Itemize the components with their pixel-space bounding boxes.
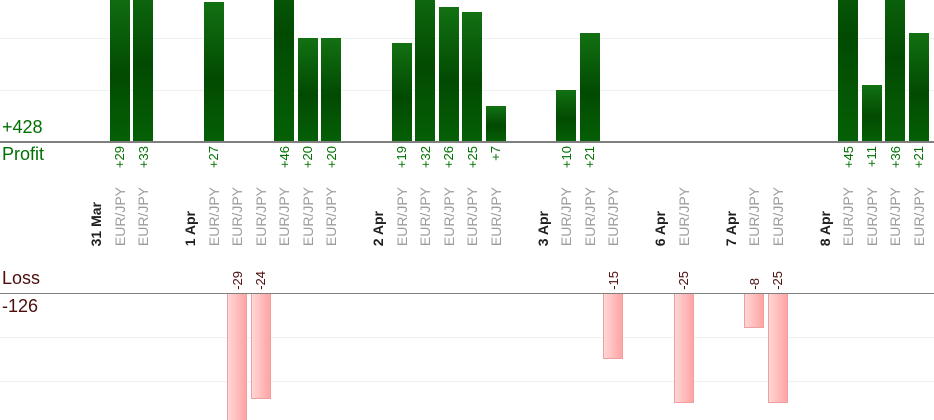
profit-bar <box>321 38 341 142</box>
pair-label: EUR/JPY <box>252 186 269 246</box>
profit-value-label: +21 <box>582 146 597 169</box>
profit-value-label: +7 <box>488 146 503 161</box>
date-label: 8 Apr <box>816 210 833 246</box>
loss-chart-area <box>0 294 934 420</box>
profit-value-label: +46 <box>276 146 292 169</box>
pair-label: EUR/JPY <box>205 186 222 246</box>
date-label: 7 Apr <box>722 210 739 246</box>
date-label: 2 Apr <box>370 210 386 246</box>
profit-bar <box>391 43 412 142</box>
loss-bar <box>744 294 764 329</box>
profit-bar <box>885 0 905 142</box>
pair-label: EUR/JPY <box>675 186 692 246</box>
profit-value-label: +25 <box>464 146 480 169</box>
profit-bar <box>109 0 130 142</box>
loss-value-label: -29 <box>229 271 245 290</box>
pair-label: EUR/JPY <box>111 186 128 246</box>
pair-label: EUR/JPY <box>558 186 574 246</box>
pair-label: EUR/JPY <box>840 186 856 246</box>
pair-label: EUR/JPY <box>581 186 598 246</box>
loss-total: -126 <box>2 296 39 316</box>
profit-value-label: +19 <box>394 146 409 169</box>
profit-value-label: +45 <box>840 146 856 169</box>
loss-bar <box>767 294 788 403</box>
profit-bar <box>861 84 882 142</box>
loss-gridline <box>0 337 934 338</box>
pair-label: EUR/JPY <box>487 186 504 246</box>
pair-label: EUR/JPY <box>417 186 433 246</box>
pair-label: EUR/JPY <box>863 186 880 246</box>
loss-value-label: -24 <box>253 271 268 290</box>
pair-label: EUR/JPY <box>440 186 457 246</box>
profit-chart-area <box>0 0 934 142</box>
loss-bar <box>673 294 694 403</box>
loss-gridline <box>0 381 934 382</box>
pair-label: EUR/JPY <box>887 186 903 246</box>
pair-label: EUR/JPY <box>299 186 316 246</box>
loss-bar <box>227 294 247 420</box>
loss-axis-title: Loss <box>2 268 41 288</box>
profit-value-label: +33 <box>135 146 151 169</box>
pair-label: EUR/JPY <box>135 186 151 246</box>
pair-label: EUR/JPY <box>229 186 245 246</box>
date-label: 6 Apr <box>652 210 668 246</box>
loss-bar <box>603 294 623 359</box>
loss-bar <box>250 294 271 399</box>
profit-axis-line <box>0 141 934 143</box>
loss-value-label: -8 <box>746 278 762 290</box>
profit-bar <box>838 0 858 142</box>
date-label: 3 Apr <box>534 210 551 246</box>
pair-label: EUR/JPY <box>746 186 762 246</box>
profit-value-label: +21 <box>911 146 926 169</box>
profit-bar <box>462 12 482 142</box>
profit-bar <box>908 32 929 142</box>
pair-label: EUR/JPY <box>910 186 927 246</box>
profit-bar <box>579 32 600 142</box>
profit-value-label: +10 <box>558 146 574 169</box>
profit-axis-title: Profit <box>2 144 45 164</box>
profit-bar <box>297 38 318 142</box>
loss-value-label: -15 <box>605 271 621 290</box>
pair-label: EUR/JPY <box>323 186 339 246</box>
profit-bar <box>203 1 224 142</box>
profit-value-label: +20 <box>300 146 315 169</box>
loss-axis-line <box>0 292 934 294</box>
loss-value-label: -25 <box>770 271 785 290</box>
profit-total: +428 <box>2 117 43 137</box>
profit-bar <box>415 0 435 142</box>
date-label: 1 Apr <box>182 210 198 246</box>
profit-value-label: +20 <box>323 146 339 169</box>
profit-value-label: +29 <box>112 146 127 169</box>
profit-value-label: +32 <box>417 146 433 169</box>
pair-label: EUR/JPY <box>769 186 786 246</box>
loss-value-label: -25 <box>676 271 691 290</box>
pair-label: EUR/JPY <box>464 186 480 246</box>
date-label: 31 Mar <box>88 201 104 246</box>
profit-value-label: +36 <box>887 146 903 169</box>
profit-bar <box>556 90 576 142</box>
profit-bar <box>485 105 506 142</box>
pair-label: EUR/JPY <box>276 186 292 246</box>
profit-bar <box>274 0 294 142</box>
profit-value-label: +27 <box>206 146 221 169</box>
pair-label: EUR/JPY <box>393 186 410 246</box>
profit-value-label: +26 <box>441 146 456 169</box>
profit-bar <box>438 6 459 142</box>
pair-label: EUR/JPY <box>605 186 621 246</box>
profit-bar <box>133 0 153 142</box>
profit-value-label: +11 <box>864 146 879 168</box>
